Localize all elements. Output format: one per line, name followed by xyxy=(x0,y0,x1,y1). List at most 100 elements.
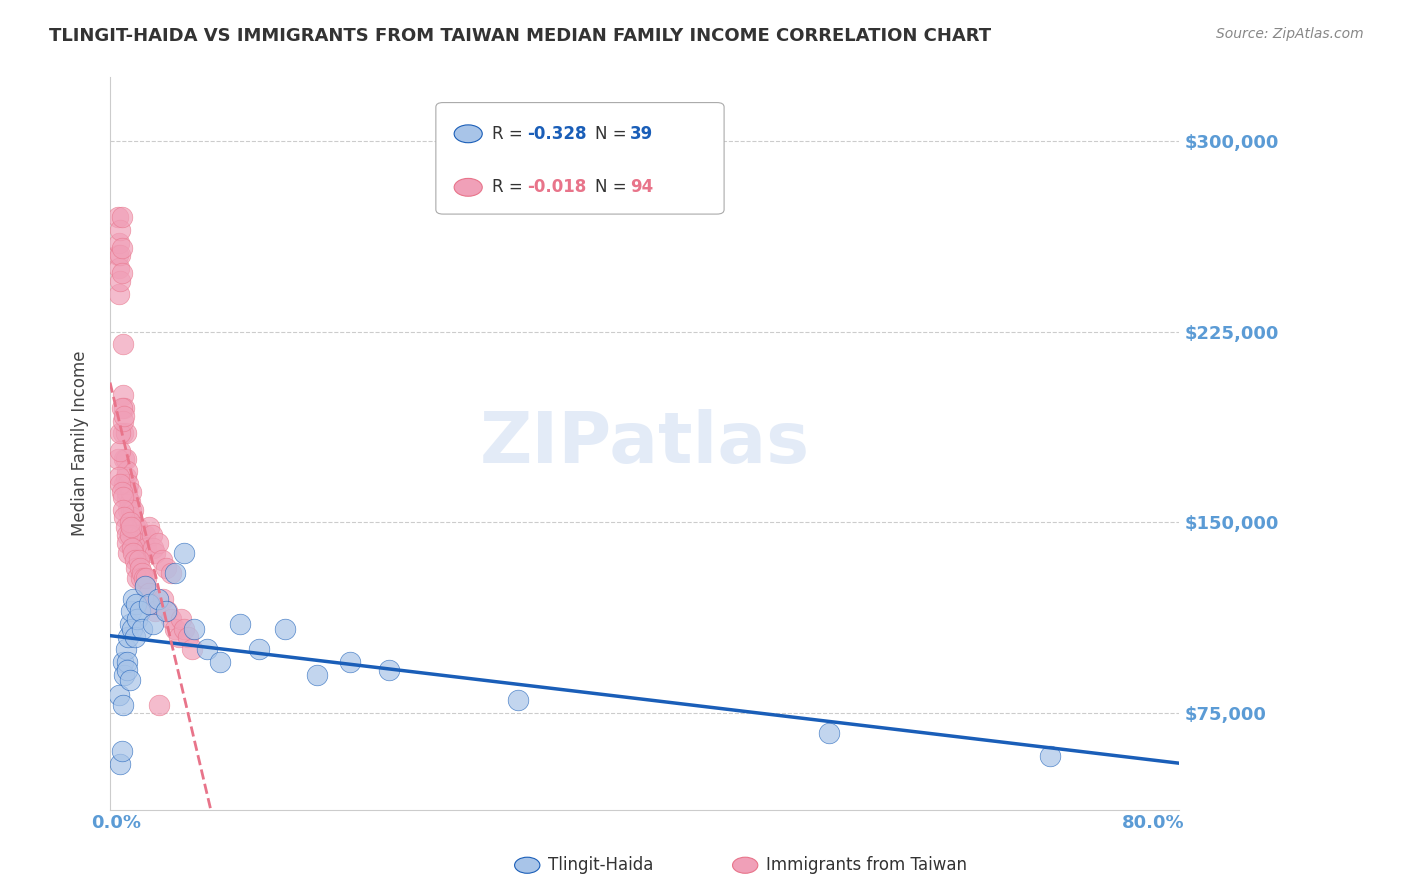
Point xyxy=(141,528,163,542)
Point xyxy=(135,541,157,555)
Point xyxy=(111,744,134,758)
Point xyxy=(112,409,135,423)
Point xyxy=(110,444,132,458)
Point xyxy=(138,520,160,534)
Point xyxy=(135,571,157,585)
Point xyxy=(247,642,270,657)
Text: -0.018: -0.018 xyxy=(527,178,586,196)
Point xyxy=(163,622,186,636)
Text: N =: N = xyxy=(595,125,631,143)
Point xyxy=(125,561,148,575)
Point xyxy=(155,604,177,618)
Text: Tlingit-Haida: Tlingit-Haida xyxy=(548,856,654,874)
Text: Source: ZipAtlas.com: Source: ZipAtlas.com xyxy=(1216,27,1364,41)
Text: R =: R = xyxy=(492,125,529,143)
Point xyxy=(118,516,141,530)
Point xyxy=(112,401,135,415)
Point xyxy=(155,561,177,575)
Point xyxy=(117,630,139,644)
Point xyxy=(124,630,146,644)
Point xyxy=(107,211,129,225)
Point xyxy=(173,622,195,636)
Point xyxy=(138,597,160,611)
Point xyxy=(142,541,165,555)
Point xyxy=(117,502,139,516)
Point xyxy=(112,337,135,351)
Point xyxy=(132,571,155,585)
Point xyxy=(195,642,218,657)
Point xyxy=(131,622,153,636)
Point xyxy=(115,655,138,669)
Point xyxy=(128,535,150,549)
Point xyxy=(112,426,135,441)
Point xyxy=(274,622,297,636)
Point xyxy=(117,546,139,560)
Point xyxy=(112,502,135,516)
Point xyxy=(111,401,134,415)
Point xyxy=(131,546,153,560)
Text: TLINGIT-HAIDA VS IMMIGRANTS FROM TAIWAN MEDIAN FAMILY INCOME CORRELATION CHART: TLINGIT-HAIDA VS IMMIGRANTS FROM TAIWAN … xyxy=(49,27,991,45)
Point xyxy=(134,579,156,593)
Point xyxy=(115,663,138,677)
Point xyxy=(118,617,141,632)
Point xyxy=(122,528,145,542)
Point xyxy=(110,223,132,237)
Point xyxy=(129,571,152,585)
Point xyxy=(114,520,136,534)
Point xyxy=(152,591,174,606)
Point xyxy=(167,630,190,644)
Point xyxy=(108,469,131,483)
Text: Immigrants from Taiwan: Immigrants from Taiwan xyxy=(766,856,967,874)
Point xyxy=(142,617,165,632)
Point xyxy=(173,546,195,560)
Point xyxy=(148,698,170,713)
Point xyxy=(128,561,150,575)
Point xyxy=(112,698,135,713)
Point xyxy=(120,520,142,534)
Point xyxy=(121,510,143,524)
Point xyxy=(111,211,134,225)
Point xyxy=(131,566,153,581)
Point xyxy=(108,286,131,301)
Point xyxy=(134,579,156,593)
Point xyxy=(160,612,183,626)
Point xyxy=(111,484,134,499)
Point xyxy=(145,546,167,560)
Point xyxy=(111,266,134,280)
Point xyxy=(128,604,150,618)
Point xyxy=(118,495,141,509)
Point xyxy=(1039,749,1062,764)
Point xyxy=(112,477,135,491)
Point xyxy=(128,528,150,542)
Point xyxy=(124,553,146,567)
Point xyxy=(112,510,135,524)
Point xyxy=(127,612,149,626)
Point xyxy=(110,248,132,262)
Point xyxy=(122,502,145,516)
Point xyxy=(141,597,163,611)
Text: 94: 94 xyxy=(630,178,654,196)
Point xyxy=(170,612,193,626)
Text: ZIPatlas: ZIPatlas xyxy=(479,409,810,478)
Point xyxy=(124,520,146,534)
Point xyxy=(121,520,143,534)
Point xyxy=(180,642,202,657)
Point xyxy=(818,726,841,740)
Point xyxy=(138,586,160,600)
Point xyxy=(122,591,145,606)
Point xyxy=(177,630,200,644)
Point xyxy=(146,535,169,549)
Point xyxy=(128,553,150,567)
Point xyxy=(107,248,129,262)
Point xyxy=(146,591,169,606)
Point xyxy=(112,655,135,669)
Point xyxy=(107,451,129,466)
Point xyxy=(121,622,143,636)
Point xyxy=(120,502,142,516)
Point xyxy=(115,535,138,549)
Point xyxy=(108,235,131,250)
Point xyxy=(115,490,138,504)
Point xyxy=(118,528,141,542)
Point xyxy=(127,571,149,585)
Point xyxy=(134,528,156,542)
